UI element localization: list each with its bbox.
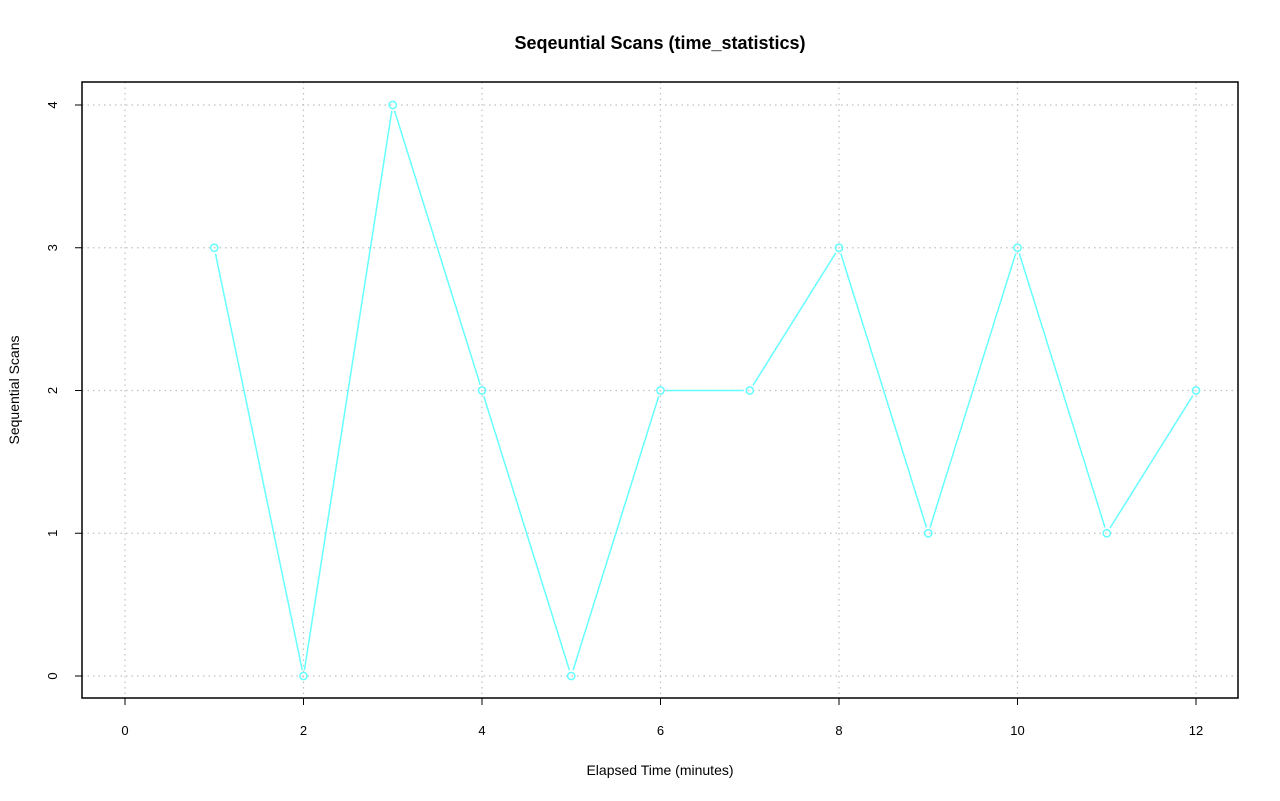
series-line-segment bbox=[1018, 253, 1106, 528]
series-line-segment bbox=[393, 110, 481, 385]
x-axis: 0 2 4 6 8 10 12 bbox=[121, 698, 1203, 738]
series-line-segment bbox=[483, 396, 571, 671]
data-point bbox=[388, 100, 398, 110]
x-axis-label: Elapsed Time (minutes) bbox=[586, 762, 733, 778]
data-point bbox=[1013, 243, 1022, 253]
data-point bbox=[209, 243, 219, 253]
chart-title: Seqeuntial Scans (time_statistics) bbox=[514, 33, 805, 53]
data-point bbox=[745, 386, 755, 395]
data-point bbox=[1191, 386, 1201, 395]
x-tick-label: 8 bbox=[835, 723, 842, 738]
x-tick-label: 0 bbox=[121, 723, 128, 738]
series-line-segment bbox=[752, 252, 837, 386]
plot-frame bbox=[81, 81, 1239, 699]
x-tick-label: 4 bbox=[478, 723, 485, 738]
y-tick-label: 3 bbox=[45, 244, 60, 251]
data-point bbox=[834, 243, 844, 253]
series-line-segment bbox=[303, 110, 393, 671]
series-line-segment bbox=[214, 253, 304, 671]
data-point bbox=[656, 386, 665, 395]
x-tick-label: 12 bbox=[1189, 723, 1203, 738]
series-line-segment bbox=[1109, 395, 1194, 529]
x-tick-label: 10 bbox=[1010, 723, 1024, 738]
x-tick-label: 6 bbox=[657, 723, 664, 738]
data-point bbox=[299, 671, 308, 681]
grid-lines bbox=[82, 82, 1238, 698]
series-line-segment bbox=[572, 396, 660, 671]
y-axis: 0 1 2 3 4 bbox=[45, 101, 82, 680]
y-axis-label: Sequential Scans bbox=[6, 336, 22, 445]
series-line-segment bbox=[840, 253, 928, 528]
y-tick-label: 1 bbox=[45, 530, 60, 537]
data-point bbox=[566, 671, 576, 681]
series-line-segment bbox=[929, 253, 1017, 528]
data-point bbox=[1102, 528, 1112, 538]
data-point bbox=[923, 528, 933, 538]
series-layer bbox=[209, 100, 1201, 681]
x-tick-label: 2 bbox=[300, 723, 307, 738]
data-point bbox=[477, 386, 487, 395]
y-tick-label: 2 bbox=[45, 387, 60, 394]
y-tick-label: 0 bbox=[45, 672, 60, 679]
y-tick-label: 4 bbox=[45, 101, 60, 108]
